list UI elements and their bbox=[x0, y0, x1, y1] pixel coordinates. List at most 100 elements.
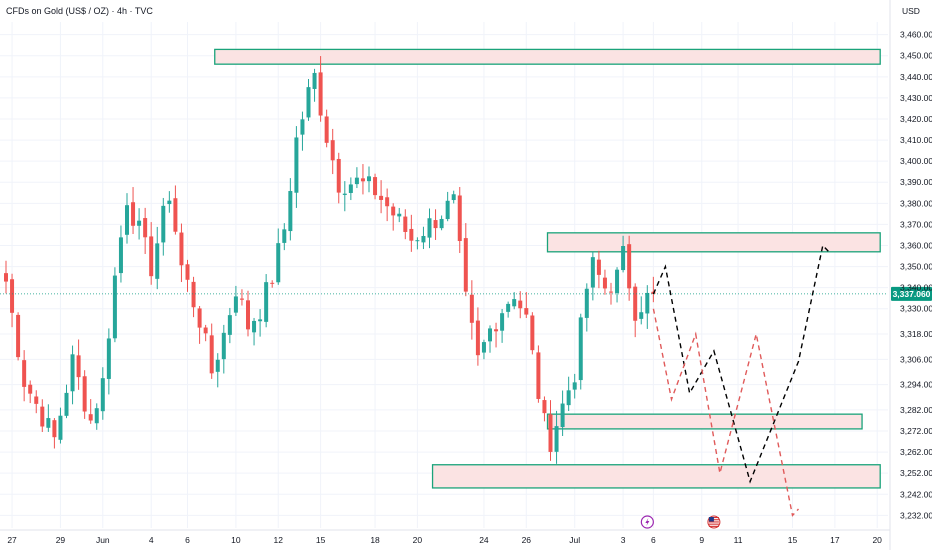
price-tick-label: 3,272.000 bbox=[900, 426, 932, 436]
candle bbox=[512, 292, 517, 310]
bullish-projection-path[interactable] bbox=[652, 244, 830, 484]
candle-body bbox=[633, 286, 638, 321]
last-price-layer: 3,337.060 bbox=[0, 286, 932, 301]
candle-body bbox=[221, 332, 226, 360]
candle bbox=[258, 309, 263, 337]
candle-body bbox=[584, 288, 589, 318]
upper-resistance-zone[interactable] bbox=[546, 232, 881, 253]
candle bbox=[221, 324, 226, 374]
candle-body bbox=[324, 116, 329, 143]
date-tick-label: 3 bbox=[621, 535, 626, 545]
candle bbox=[397, 207, 402, 223]
candle bbox=[403, 209, 408, 240]
middle-support-zone[interactable] bbox=[546, 413, 863, 430]
candle bbox=[360, 164, 365, 195]
candle-body bbox=[518, 300, 523, 309]
price-tick-label: 3,242.000 bbox=[900, 489, 932, 499]
grid-layer bbox=[0, 22, 888, 528]
candle-body bbox=[246, 300, 250, 330]
top-resistance-zone[interactable] bbox=[214, 48, 881, 65]
candle bbox=[542, 396, 547, 422]
candle-body bbox=[475, 320, 480, 356]
bearish-projection-path[interactable] bbox=[652, 308, 800, 517]
candle bbox=[385, 188, 390, 222]
lower-support-zone[interactable] bbox=[431, 464, 881, 489]
candle-body bbox=[621, 245, 626, 271]
candle bbox=[125, 193, 129, 244]
candle-body bbox=[300, 119, 305, 135]
candle bbox=[572, 373, 577, 399]
candle-body bbox=[439, 218, 444, 229]
candle-body bbox=[530, 315, 535, 351]
candle bbox=[179, 223, 184, 283]
date-tick-label: 11 bbox=[734, 535, 743, 545]
candle-body bbox=[282, 229, 287, 243]
candle-body bbox=[379, 195, 384, 200]
candle bbox=[10, 273, 15, 328]
candle-body bbox=[185, 264, 190, 280]
candle-body bbox=[615, 269, 620, 294]
candle bbox=[52, 418, 57, 449]
candle bbox=[191, 276, 196, 318]
date-tick-label: 6 bbox=[651, 535, 656, 545]
candle bbox=[239, 289, 244, 306]
price-tick-label: 3,294.000 bbox=[900, 380, 932, 390]
candle bbox=[548, 400, 553, 461]
us-flag-icon[interactable] bbox=[707, 515, 721, 529]
candle-body bbox=[469, 294, 474, 323]
candle-body bbox=[203, 327, 208, 334]
candle-body bbox=[137, 220, 142, 226]
candle-body bbox=[64, 392, 69, 416]
candle-body bbox=[179, 232, 184, 266]
date-tick-label: 10 bbox=[231, 535, 241, 545]
candle bbox=[143, 207, 148, 255]
candle-body bbox=[197, 308, 202, 328]
candle-body bbox=[125, 205, 129, 235]
candle-body bbox=[385, 197, 390, 207]
candle bbox=[481, 339, 486, 360]
candle-body bbox=[270, 282, 275, 284]
candle-body bbox=[403, 216, 408, 232]
candle bbox=[64, 384, 69, 419]
candle bbox=[469, 280, 474, 340]
candle bbox=[82, 370, 87, 419]
candle bbox=[294, 126, 299, 208]
date-tick-label: 6 bbox=[185, 535, 190, 545]
candle bbox=[34, 390, 39, 414]
candle bbox=[524, 292, 529, 318]
candle-body bbox=[639, 312, 644, 319]
candle-body bbox=[4, 273, 8, 282]
candle-body bbox=[82, 376, 87, 412]
candle bbox=[276, 228, 281, 285]
candle bbox=[40, 399, 45, 433]
candle-body bbox=[536, 352, 541, 399]
candle-body bbox=[306, 87, 311, 118]
candle bbox=[609, 282, 613, 305]
candle bbox=[536, 345, 541, 403]
candle-body bbox=[264, 282, 269, 322]
candle bbox=[318, 56, 323, 122]
candle bbox=[348, 177, 353, 201]
last-price-badge bbox=[891, 286, 932, 301]
candle-body bbox=[627, 244, 632, 289]
chart-title: CFDs on Gold (US$ / OZ) · 4h · TVC bbox=[6, 6, 153, 16]
candle-body bbox=[94, 408, 99, 424]
candle-body bbox=[118, 237, 123, 274]
candle-body bbox=[445, 200, 450, 220]
date-tick-label: 15 bbox=[316, 535, 326, 545]
us-flag-icon-stripe bbox=[708, 521, 719, 523]
candle bbox=[270, 280, 275, 288]
candle-body bbox=[239, 298, 244, 300]
lightning-icon[interactable] bbox=[640, 515, 654, 529]
candle bbox=[215, 353, 220, 388]
candle-body bbox=[106, 338, 111, 379]
candle bbox=[451, 190, 456, 204]
candle bbox=[58, 407, 63, 444]
candle bbox=[554, 410, 559, 464]
candle-body bbox=[258, 319, 263, 322]
candle-body bbox=[46, 418, 51, 428]
projection-layer bbox=[652, 244, 830, 517]
candle bbox=[70, 345, 75, 405]
